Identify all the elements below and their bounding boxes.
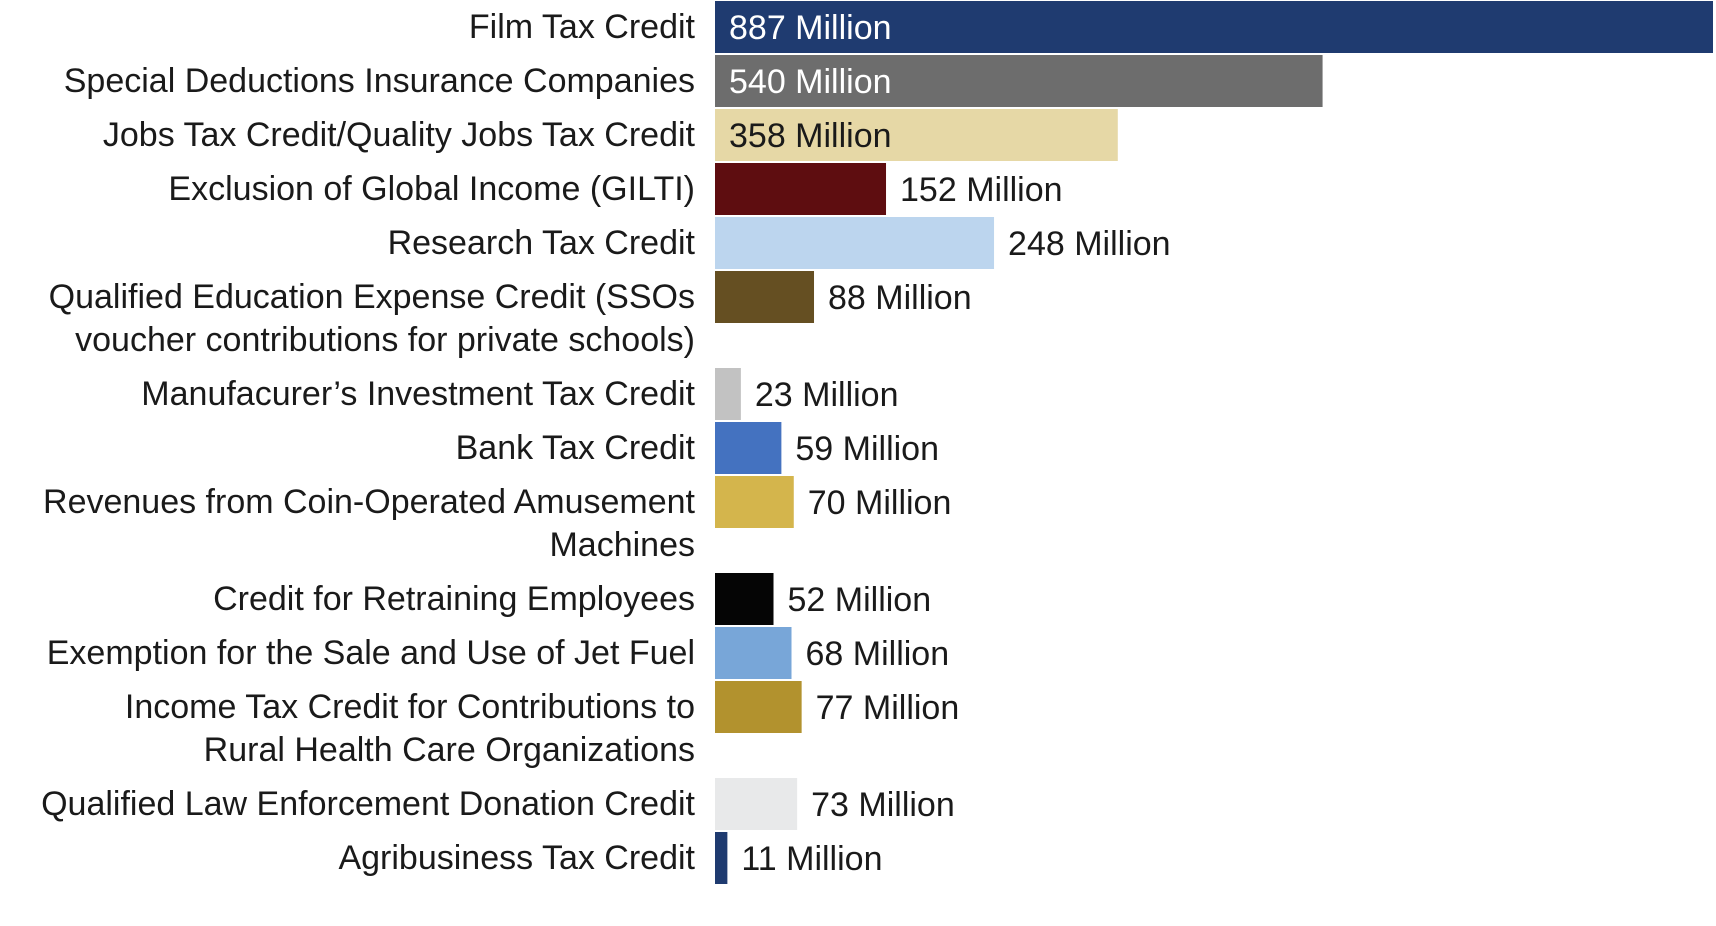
value-label-jobs-tax-credit-quality-jobs-tax-credit: 358 Million	[729, 117, 892, 155]
category-label-line: Agribusiness Tax Credit	[338, 839, 695, 877]
bar-revenues-from-coin-operated-amusement	[715, 476, 794, 528]
bar-exemption-for-the-sale-and-use-of-jet-fuel	[715, 627, 792, 679]
value-label-exemption-for-the-sale-and-use-of-jet-fuel: 68 Million	[806, 635, 950, 673]
category-label-qualified-education-expense-credit-ssos: Qualified Education Expense Credit (SSOs…	[49, 278, 695, 359]
category-label-jobs-tax-credit-quality-jobs-tax-credit: Jobs Tax Credit/Quality Jobs Tax Credit	[103, 116, 696, 154]
category-label-line: voucher contributions for private school…	[75, 321, 695, 359]
category-label-revenues-from-coin-operated-amusement: Revenues from Coin-Operated Amusement Mac…	[43, 483, 696, 564]
category-label-agribusiness-tax-credit: Agribusiness Tax Credit	[338, 839, 695, 877]
value-label-revenues-from-coin-operated-amusement: 70 Million	[808, 484, 952, 522]
bar-income-tax-credit-for-contributions-to	[715, 681, 802, 733]
value-label-qualified-education-expense-credit-ssos: 88 Million	[828, 279, 972, 317]
category-label-line: Film Tax Credit	[469, 8, 696, 46]
bar-qualified-education-expense-credit-ssos	[715, 271, 815, 323]
bar-special-deductions-insurance-companies	[715, 55, 1323, 107]
value-label-agribusiness-tax-credit: 11 Million	[741, 840, 882, 878]
category-label-line: Revenues from Coin-Operated Amusement	[43, 483, 696, 521]
value-label-qualified-law-enforcement-donation-credit: 73 Million	[811, 786, 955, 824]
value-label-bank-tax-credit: 59 Million	[795, 430, 939, 468]
value-label-research-tax-credit: 248 Million	[1008, 225, 1171, 263]
category-label-line: Qualified Law Enforcement Donation Credi…	[41, 785, 695, 823]
category-label-line: Income Tax Credit for Contributions to	[125, 688, 695, 726]
category-label-line: Bank Tax Credit	[456, 429, 696, 467]
category-label-manufacurer-s-investment-tax-credit: Manufacurer’s Investment Tax Credit	[141, 375, 695, 413]
category-label-credit-for-retraining-employees: Credit for Retraining Employees	[213, 580, 695, 618]
bar-film-tax-credit	[715, 1, 1713, 53]
category-label-line: Exclusion of Global Income (GILTI)	[168, 170, 695, 208]
category-label-exemption-for-the-sale-and-use-of-jet-fuel: Exemption for the Sale and Use of Jet Fu…	[47, 634, 695, 672]
category-label-line: Research Tax Credit	[388, 224, 696, 262]
category-label-line: Credit for Retraining Employees	[213, 580, 695, 618]
value-label-special-deductions-insurance-companies: 540 Million	[729, 63, 892, 101]
bar-bank-tax-credit	[715, 422, 782, 474]
value-label-exclusion-of-global-income-gilti: 152 Million	[900, 171, 1063, 209]
bar-exclusion-of-global-income-gilti	[715, 163, 887, 215]
category-label-exclusion-of-global-income-gilti: Exclusion of Global Income (GILTI)	[168, 170, 695, 208]
category-label-line: Manufacurer’s Investment Tax Credit	[141, 375, 695, 413]
value-label-manufacurer-s-investment-tax-credit: 23 Million	[755, 376, 899, 414]
bar-qualified-law-enforcement-donation-credit	[715, 778, 798, 830]
category-label-income-tax-credit-for-contributions-to: Income Tax Credit for Contributions to Ru…	[125, 688, 695, 769]
bar-manufacurer-s-investment-tax-credit	[715, 368, 741, 420]
category-label-line: Exemption for the Sale and Use of Jet Fu…	[47, 634, 695, 672]
category-label-line: Machines	[549, 526, 695, 564]
category-labels: Film Tax Credit Special Deductions Insura…	[41, 8, 695, 877]
value-label-income-tax-credit-for-contributions-to: 77 Million	[816, 689, 960, 727]
category-label-line: Special Deductions Insurance Companies	[64, 62, 695, 100]
category-label-line: Qualified Education Expense Credit (SSOs	[49, 278, 695, 316]
category-label-line: Jobs Tax Credit/Quality Jobs Tax Credit	[103, 116, 696, 154]
category-label-film-tax-credit: Film Tax Credit	[469, 8, 696, 46]
category-label-special-deductions-insurance-companies: Special Deductions Insurance Companies	[64, 62, 695, 100]
category-label-line: Rural Health Care Organizations	[204, 731, 695, 769]
category-label-bank-tax-credit: Bank Tax Credit	[456, 429, 696, 467]
bar-credit-for-retraining-employees	[715, 573, 774, 625]
bar-research-tax-credit	[715, 217, 995, 269]
bar-jobs-tax-credit-quality-jobs-tax-credit	[715, 109, 1118, 161]
value-label-credit-for-retraining-employees: 52 Million	[788, 581, 932, 619]
bar-agribusiness-tax-credit	[715, 832, 728, 884]
category-label-research-tax-credit: Research Tax Credit	[388, 224, 696, 262]
bars	[715, 1, 1713, 884]
value-label-film-tax-credit: 887 Million	[729, 9, 892, 47]
category-label-qualified-law-enforcement-donation-credit: Qualified Law Enforcement Donation Credi…	[41, 785, 695, 823]
